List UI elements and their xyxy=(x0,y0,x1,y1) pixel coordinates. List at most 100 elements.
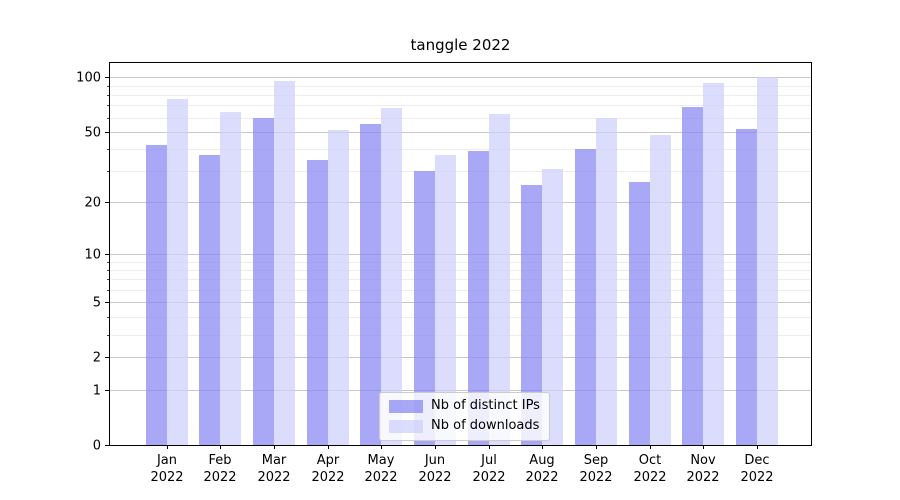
bar-distinct-ips xyxy=(414,171,435,445)
y-tick xyxy=(105,302,109,303)
x-tick xyxy=(381,445,382,449)
bar-distinct-ips xyxy=(253,118,274,445)
gridline-minor xyxy=(110,95,811,96)
gridline-major xyxy=(110,302,811,303)
gridline-minor xyxy=(110,279,811,280)
gridline-minor xyxy=(110,335,811,336)
bar-distinct-ips xyxy=(575,149,596,445)
gridline-major xyxy=(110,132,811,133)
bar-downloads xyxy=(274,81,295,445)
gridline-minor xyxy=(110,149,811,150)
gridline-minor xyxy=(110,290,811,291)
x-tick-label: Aug 2022 xyxy=(525,453,559,485)
bar-downloads xyxy=(542,169,563,445)
gridline-minor xyxy=(110,171,811,172)
y-tick-minor xyxy=(107,118,109,119)
gridline-minor xyxy=(110,105,811,106)
legend-swatch-distinct-ips xyxy=(389,399,423,413)
x-tick-label: Oct 2022 xyxy=(633,453,667,485)
gridline-minor xyxy=(110,262,811,263)
y-tick-minor xyxy=(107,95,109,96)
y-tick-minor xyxy=(107,149,109,150)
y-tick-minor xyxy=(107,86,109,87)
legend: Nb of distinct IPs Nb of downloads xyxy=(379,392,550,441)
bar-downloads xyxy=(596,118,617,445)
gridline-major xyxy=(110,202,811,203)
x-tick xyxy=(596,445,597,449)
gridline-major xyxy=(110,77,811,78)
y-tick-minor xyxy=(107,270,109,271)
x-tick-label: Dec 2022 xyxy=(740,453,774,485)
x-tick-label: Sep 2022 xyxy=(579,453,613,485)
gridline-major xyxy=(110,357,811,358)
y-tick-minor xyxy=(107,171,109,172)
bar-distinct-ips xyxy=(521,185,542,445)
y-tick xyxy=(105,357,109,358)
x-tick-label: May 2022 xyxy=(364,453,398,485)
gridline-minor xyxy=(110,270,811,271)
legend-item-distinct-ips: Nb of distinct IPs xyxy=(389,398,540,414)
y-tick-label: 1 xyxy=(92,383,101,399)
y-tick-minor xyxy=(107,279,109,280)
bar-downloads xyxy=(703,83,724,445)
x-tick xyxy=(703,445,704,449)
y-tick xyxy=(105,390,109,391)
x-tick xyxy=(328,445,329,449)
legend-swatch-downloads xyxy=(389,419,423,433)
bar-downloads xyxy=(435,155,456,445)
bar-distinct-ips xyxy=(146,145,167,445)
x-tick xyxy=(274,445,275,449)
x-tick-label: Jul 2022 xyxy=(472,453,506,485)
bar-distinct-ips xyxy=(307,160,328,445)
gridline-minor xyxy=(110,317,811,318)
x-tick xyxy=(542,445,543,449)
gridline-major xyxy=(110,390,811,391)
y-tick-label: 0 xyxy=(92,438,101,454)
x-tick xyxy=(650,445,651,449)
y-tick xyxy=(105,77,109,78)
legend-label-distinct-ips: Nb of distinct IPs xyxy=(431,398,540,413)
x-tick xyxy=(435,445,436,449)
bar-distinct-ips xyxy=(629,182,650,445)
y-tick-label: 2 xyxy=(92,350,101,366)
y-tick-label: 50 xyxy=(84,125,101,141)
plot-area: 100 50 20 10 5 2 1 0 Jan 2022 Feb 2022 Mar 2022 Apr… xyxy=(76,62,812,485)
x-tick xyxy=(489,445,490,449)
x-tick-label: Apr 2022 xyxy=(311,453,345,485)
gridline-minor xyxy=(110,118,811,119)
legend-label-downloads: Nb of downloads xyxy=(431,418,540,433)
bar-downloads xyxy=(220,112,241,445)
chart-title: tanggle 2022 xyxy=(410,36,511,54)
y-tick xyxy=(105,254,109,255)
bar-distinct-ips xyxy=(360,124,381,445)
bar-downloads xyxy=(757,77,778,445)
y-tick-minor xyxy=(107,105,109,106)
y-tick xyxy=(105,132,109,133)
gridline-minor xyxy=(110,86,811,87)
bar-distinct-ips xyxy=(468,151,489,445)
y-tick-minor xyxy=(107,317,109,318)
y-tick-label: 20 xyxy=(84,195,101,211)
bar-downloads xyxy=(381,108,402,445)
bar-downloads xyxy=(167,99,188,445)
x-tick-label: Feb 2022 xyxy=(203,453,237,485)
x-tick-label: Nov 2022 xyxy=(686,453,720,485)
legend-item-downloads: Nb of downloads xyxy=(389,418,540,434)
bar-downloads xyxy=(650,135,671,445)
y-tick xyxy=(105,202,109,203)
bar-downloads xyxy=(489,114,510,445)
x-tick-label: Jan 2022 xyxy=(150,453,184,485)
y-tick xyxy=(105,445,109,446)
x-tick-label: Jun 2022 xyxy=(418,453,452,485)
y-tick-label: 100 xyxy=(76,70,101,86)
gridline-major xyxy=(110,254,811,255)
bar-downloads xyxy=(328,130,349,445)
y-tick-label: 5 xyxy=(92,295,101,311)
bar-distinct-ips xyxy=(199,155,220,445)
bar-distinct-ips xyxy=(682,107,703,445)
bar-distinct-ips xyxy=(736,129,757,445)
y-tick-label: 10 xyxy=(84,247,101,263)
x-tick xyxy=(220,445,221,449)
x-tick-label: Mar 2022 xyxy=(257,453,291,485)
